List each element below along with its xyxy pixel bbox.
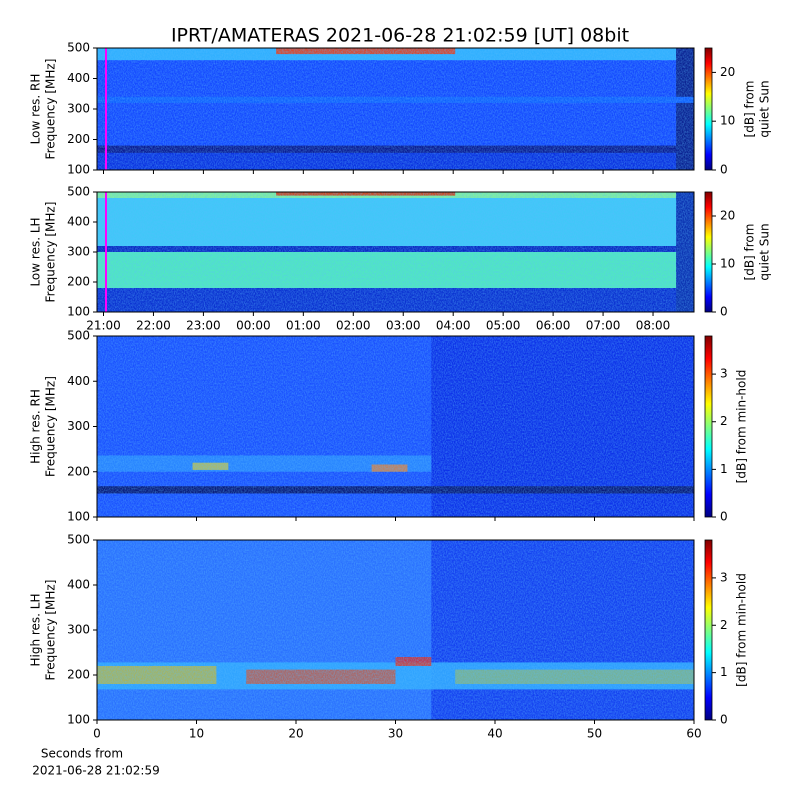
colorbar-tick-label: 1 [720,665,728,679]
y-tick-label: 200 [67,464,90,478]
x-tick-label: 05:00 [486,319,521,333]
y-tick-label: 500 [67,329,90,343]
colorbar-tick-label: 1 [720,462,728,476]
y-tick-label: 200 [67,668,90,682]
colorbar-tick-label: 0 [720,163,728,177]
y-tick-label: 300 [67,419,90,433]
x-tick-label: 00:00 [236,319,271,333]
colorbar-label: quiet Sun [758,223,772,280]
colorbar-label: [dB] from min-hold [735,573,749,687]
y-tick-label: 100 [67,163,90,177]
x-tick-label: 02:00 [336,319,371,333]
x-tick-label: 30 [388,727,403,741]
x-tick-label: 50 [587,727,602,741]
y-tick-label: 100 [67,305,90,319]
colorbar-tick-label: 2 [720,414,728,428]
x-tick-label: 0 [93,727,101,741]
x-tick-label: 01:00 [286,319,321,333]
colorbar-tick-label: 3 [720,570,728,584]
x-tick-label: 04:00 [436,319,471,333]
x-tick-label: 60 [686,727,701,741]
y-tick-label: 400 [67,374,90,388]
x-tick-label: 06:00 [536,319,571,333]
colorbar-tick-label: 2 [720,618,728,632]
y-tick-label: 500 [67,185,90,199]
y-tick-label: 300 [67,623,90,637]
y-tick-label: 100 [67,713,90,727]
y-tick-label: 200 [67,132,90,146]
colorbar [704,47,713,171]
colorbar-tick-label: 20 [720,209,735,223]
y-axis-label: Frequency [MHz] [44,59,58,160]
spectrogram-noise [97,336,694,517]
colorbar [704,539,713,721]
y-axis-label: Low res. RH [29,74,43,145]
y-tick-label: 100 [67,510,90,524]
x-axis-label: Seconds from [41,747,123,761]
x-tick-label: 40 [487,727,502,741]
y-axis-label: Low res. LH [29,217,43,286]
spectrogram-noise [97,48,694,170]
chart-title: IPRT/AMATERAS 2021-06-28 21:02:59 [UT] 0… [171,25,629,47]
spectrogram-noise [97,192,694,312]
spectrogram-noise [97,540,694,720]
colorbar-label: [dB] from min-hold [735,370,749,484]
y-tick-label: 300 [67,102,90,116]
y-tick-label: 300 [67,245,90,259]
y-tick-label: 500 [67,41,90,55]
x-tick-label: 08:00 [636,319,671,333]
colorbar-label: [dB] from [743,224,757,281]
colorbar [704,191,713,313]
y-axis-label: Frequency [MHz] [44,202,58,303]
x-axis-label: 2021-06-28 21:02:59 [32,764,159,778]
colorbar-tick-label: 0 [720,510,728,524]
y-tick-label: 400 [67,215,90,229]
colorbar-tick-label: 10 [720,257,735,271]
colorbar-tick-label: 20 [720,65,735,79]
y-tick-label: 500 [67,533,90,547]
x-tick-label: 22:00 [136,319,171,333]
y-tick-label: 400 [67,71,90,85]
x-tick-label: 10 [189,727,204,741]
colorbar-tick-label: 0 [720,713,728,727]
colorbar-tick-label: 0 [720,305,728,319]
y-axis-label: Frequency [MHz] [44,376,58,477]
colorbar-tick-label: 10 [720,114,735,128]
colorbar-label: [dB] from [743,81,757,138]
y-axis-label: Frequency [MHz] [44,580,58,681]
x-tick-label: 20 [288,727,303,741]
y-tick-label: 200 [67,275,90,289]
colorbar-label: quiet Sun [758,80,772,137]
y-axis-label: High res. RH [29,389,43,464]
y-tick-label: 400 [67,578,90,592]
x-tick-label: 21:00 [86,319,121,333]
x-tick-label: 07:00 [586,319,621,333]
x-tick-label: 23:00 [186,319,221,333]
y-axis-label: High res. LH [29,593,43,666]
x-tick-label: 03:00 [386,319,421,333]
colorbar-tick-label: 3 [720,367,728,381]
colorbar [704,335,713,518]
